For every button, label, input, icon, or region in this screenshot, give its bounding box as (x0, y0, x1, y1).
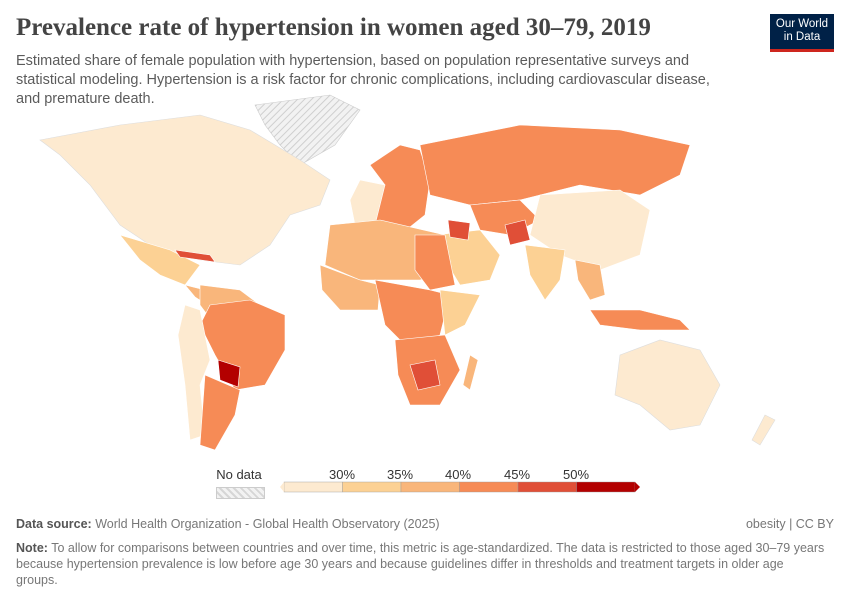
region-central-asia[interactable] (469, 199, 541, 236)
region-greenland[interactable] (254, 94, 361, 166)
data-source: Data source: World Health Organization -… (16, 517, 440, 531)
region-brazil[interactable] (199, 299, 286, 391)
region-south-africa-core[interactable] (409, 359, 441, 391)
subtitle: Estimated share of female population wit… (16, 53, 710, 107)
region-egypt-sudan[interactable] (414, 234, 456, 291)
legend-tick: 45% (503, 467, 531, 482)
region-new-zealand[interactable] (751, 414, 776, 446)
region-russia[interactable] (419, 124, 691, 206)
legend-bin[interactable] (283, 481, 343, 493)
legend-bin[interactable] (576, 481, 636, 493)
legend-arrow-right (635, 482, 640, 492)
legend-no-data-label: No data (216, 467, 262, 482)
legend-bin[interactable] (400, 481, 460, 493)
logo-line1: Our World (775, 18, 829, 30)
legend-tick: 35% (386, 467, 414, 482)
page-title: Prevalence rate of hypertension in women… (16, 14, 651, 41)
legend-tick: 30% (328, 467, 356, 482)
region-australia[interactable] (614, 339, 721, 431)
region-madagascar[interactable] (462, 354, 479, 391)
region-north-america[interactable] (39, 114, 331, 266)
world-map[interactable] (0, 85, 850, 460)
owid-logo[interactable]: Our World in Data (770, 14, 834, 52)
region-iraq[interactable] (447, 219, 471, 241)
note-label: Note: (16, 541, 48, 555)
region-central-africa[interactable] (374, 279, 451, 351)
legend: No data 30% 35% 40% 45% 50% (0, 460, 850, 505)
legend-bin[interactable] (517, 481, 577, 493)
legend-arrow-left (280, 482, 284, 492)
region-afghanistan[interactable] (504, 219, 531, 246)
logo-line2: in Data (783, 31, 821, 43)
legend-color-bar (280, 481, 640, 493)
source-label: Data source: (16, 517, 92, 531)
legend-tick: 50% (562, 467, 590, 482)
legend-bin[interactable] (342, 481, 402, 493)
region-india[interactable] (524, 244, 566, 301)
legend-tick: 40% (444, 467, 472, 482)
note: Note: To allow for comparisons between c… (16, 540, 826, 588)
source-text[interactable]: World Health Organization - Global Healt… (95, 517, 440, 531)
note-text: To allow for comparisons between countri… (16, 541, 825, 587)
region-paraguay[interactable] (217, 359, 241, 388)
license[interactable]: obesity | CC BY (745, 517, 834, 531)
region-caribbean[interactable] (174, 249, 216, 263)
region-east-africa[interactable] (439, 289, 481, 336)
legend-bin[interactable] (459, 481, 519, 493)
region-argentina[interactable] (199, 374, 241, 451)
region-indonesia[interactable] (589, 309, 691, 331)
region-southeast-asia[interactable] (574, 259, 606, 301)
legend-no-data-swatch (216, 487, 265, 499)
region-west-africa[interactable] (319, 264, 381, 311)
